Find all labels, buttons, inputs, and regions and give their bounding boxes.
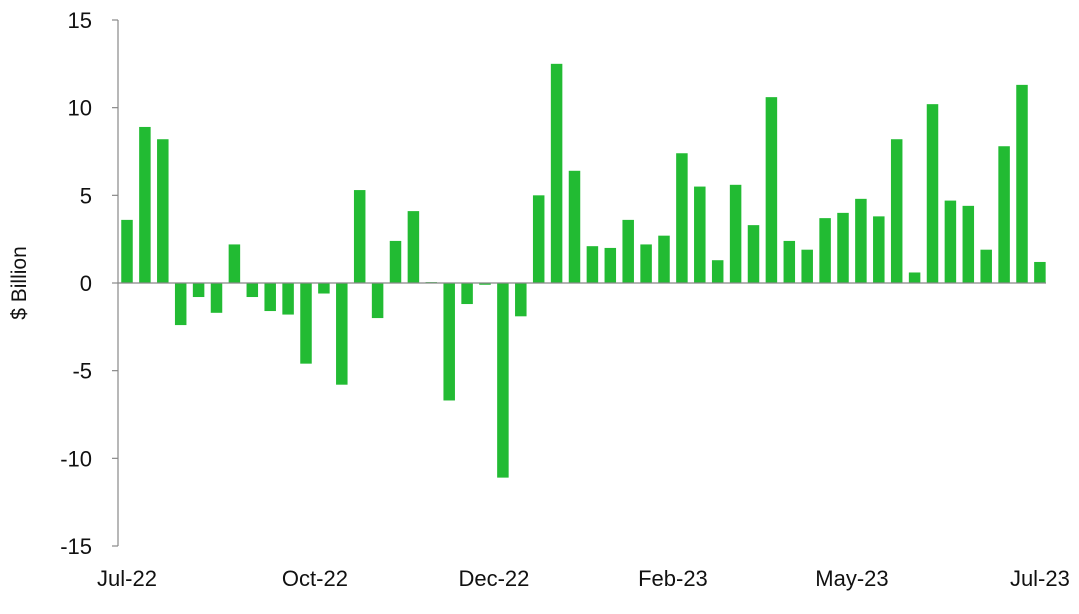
x-tick-label: Oct-22	[282, 566, 348, 591]
bar	[139, 126, 151, 283]
bar	[622, 219, 634, 283]
x-tick-label: Jul-22	[97, 566, 157, 591]
bar	[747, 225, 760, 283]
bar	[246, 283, 259, 298]
bar	[515, 283, 527, 317]
bar	[318, 283, 330, 294]
bar	[389, 240, 402, 283]
bar	[604, 247, 617, 283]
bar	[926, 104, 939, 283]
y-axis-ticks: 15 10 5 0 -5 -10 -15	[60, 8, 118, 559]
y-tick-label: -15	[60, 534, 92, 559]
x-axis-ticks: Jul-22 Oct-22 Dec-22 Feb-23 May-23 Jul-23	[97, 566, 1070, 591]
bar	[783, 240, 796, 283]
bar	[586, 246, 599, 283]
bar	[676, 153, 688, 283]
bar	[300, 283, 312, 364]
bar	[658, 235, 670, 283]
bar	[192, 283, 205, 298]
bar	[264, 283, 276, 312]
bar	[568, 170, 581, 283]
bar	[980, 249, 992, 283]
y-tick-label: -10	[60, 446, 92, 471]
bar	[711, 260, 724, 283]
bar	[407, 211, 420, 283]
x-tick-label: Jul-23	[1010, 566, 1070, 591]
bar	[819, 218, 831, 283]
y-tick-label: 0	[80, 271, 92, 296]
bar	[640, 244, 652, 283]
bar	[962, 205, 975, 283]
bar	[729, 184, 742, 283]
bars	[121, 63, 1046, 478]
bar	[121, 219, 133, 283]
bar	[532, 195, 545, 283]
x-tick-label: Dec-22	[458, 566, 529, 591]
bar	[157, 139, 169, 283]
bar	[371, 283, 384, 319]
bar	[998, 146, 1010, 283]
bar	[694, 186, 706, 283]
bar	[353, 190, 366, 283]
bar	[765, 97, 778, 284]
y-tick-label: 5	[80, 183, 92, 208]
bar	[1016, 84, 1028, 284]
bar	[550, 63, 563, 283]
bar	[908, 272, 921, 283]
x-tick-label: May-23	[815, 566, 888, 591]
bar	[461, 283, 473, 305]
bar	[210, 283, 223, 313]
bar	[1034, 261, 1046, 283]
bar	[497, 283, 509, 478]
y-tick-label: 10	[68, 96, 92, 121]
bar	[443, 283, 455, 401]
bar	[855, 198, 867, 283]
bar	[174, 283, 187, 326]
y-tick-label: 15	[68, 8, 92, 33]
bar	[479, 283, 491, 285]
y-tick-label: -5	[72, 359, 92, 384]
bar	[944, 200, 957, 283]
bar	[801, 249, 813, 283]
x-tick-label: Feb-23	[638, 566, 708, 591]
bar	[282, 283, 294, 315]
bar	[837, 212, 849, 283]
bar	[890, 139, 903, 283]
bar	[336, 283, 348, 385]
bar	[228, 244, 241, 283]
y-axis-title: $ Billion	[8, 246, 31, 320]
bar	[873, 216, 885, 283]
